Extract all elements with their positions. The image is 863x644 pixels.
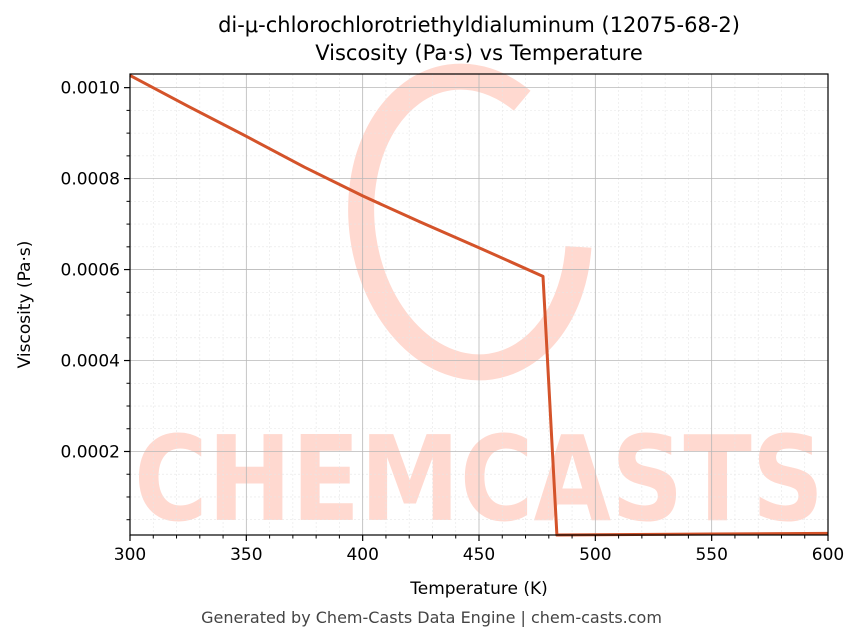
y-tick-label: 0.0004 bbox=[61, 352, 120, 372]
x-tick-label: 450 bbox=[463, 545, 495, 565]
y-tick-label: 0.0010 bbox=[61, 79, 120, 99]
y-tick-label: 0.0006 bbox=[61, 261, 120, 281]
y-tick-label: 0.0002 bbox=[61, 442, 120, 462]
chart-subtitle: Viscosity (Pa·s) vs Temperature bbox=[315, 41, 643, 65]
x-tick-label: 400 bbox=[346, 545, 378, 565]
x-tick-label: 550 bbox=[695, 545, 727, 565]
x-tick-label: 600 bbox=[812, 545, 844, 565]
y-axis-label: Viscosity (Pa·s) bbox=[15, 241, 35, 369]
x-tick-label: 350 bbox=[230, 545, 262, 565]
footer-credit: Generated by Chem-Casts Data Engine | ch… bbox=[201, 608, 662, 627]
chart-title: di-μ-chlorochlorotriethyldialuminum (120… bbox=[218, 13, 740, 37]
x-tick-label: 500 bbox=[579, 545, 611, 565]
y-tick-label: 0.0008 bbox=[61, 170, 120, 190]
x-axis-label: Temperature (K) bbox=[409, 579, 548, 599]
x-tick-label: 300 bbox=[114, 545, 146, 565]
